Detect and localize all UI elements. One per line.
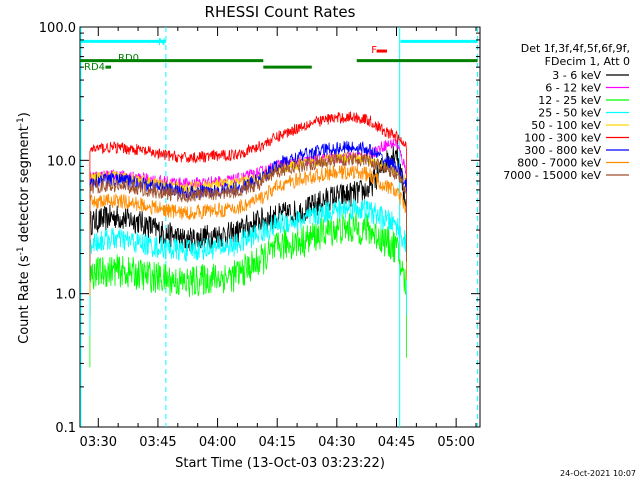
x-axis-label: Start Time (13-Oct-03 03:23:22) [175,456,385,471]
legend-label: 12 - 25 keV [538,94,601,107]
x-tick-label: 05:00 [437,435,474,450]
y-tick-label: 10.0 [47,154,76,169]
series-line [89,164,407,296]
legend-header-line2: FDecim 1, Att 0 [545,55,630,68]
footer-date: 24-Oct-2021 10:07 [560,469,636,478]
series-line [89,198,407,337]
y-tick-label: 100.0 [39,21,76,36]
plot-area: N RD0 RD4 F [79,26,481,428]
legend-header-line1: Det 1f,3f,4f,5f,6f,9f, [521,42,630,55]
series-line [89,142,407,316]
y-axis-label-sup1: -1 [16,246,26,255]
x-tick-label: 03:45 [139,435,176,450]
y-axis-label-part1: Count Rate (s [17,255,32,344]
x-tick-label: 03:30 [80,435,117,450]
legend-label: 800 - 7000 keV [517,157,601,170]
y-tick-label: 1.0 [55,288,76,303]
x-tick-label: 04:30 [318,435,355,450]
series-line [89,151,407,281]
y-axis-label-part2: detector segment [17,126,32,246]
x-tick-label: 04:45 [378,435,415,450]
y-axis: 0.1 1.0 10.0 100.0 [39,21,480,436]
legend-label: 7000 - 15000 keV [503,169,601,182]
chart-title: RHESSI Count Rates [205,3,356,21]
x-axis: 03:30 03:45 04:00 04:15 04:30 04:45 05:00 [80,27,477,450]
y-axis-label-part3: ) [17,112,32,117]
y-tick-label: 0.1 [55,421,76,436]
series-line [89,212,407,368]
y-axis-label-sup2: -1 [16,117,26,126]
x-tick-label: 04:15 [258,435,295,450]
flag-label: N [158,37,165,48]
legend: Det 1f,3f,4f,5f,6f,9f, FDecim 1, Att 0 3… [503,42,630,182]
legend-label: 100 - 300 keV [524,132,601,145]
series-line [89,111,407,242]
plot-frame [79,26,481,428]
legend-label: 3 - 6 keV [552,69,601,82]
legend-label: 6 - 12 keV [545,82,601,95]
flag-label: RD4 [84,62,105,73]
legend-label: 50 - 100 keV [531,119,601,132]
y-axis-label: Count Rate (s-1 detector segment-1) [16,112,32,344]
x-tick-label: 04:00 [199,435,236,450]
legend-label: 25 - 50 keV [538,107,601,120]
legend-label: 300 - 800 keV [524,144,601,157]
flag-label: F [371,45,377,56]
flag-label: RD0 [118,53,139,64]
